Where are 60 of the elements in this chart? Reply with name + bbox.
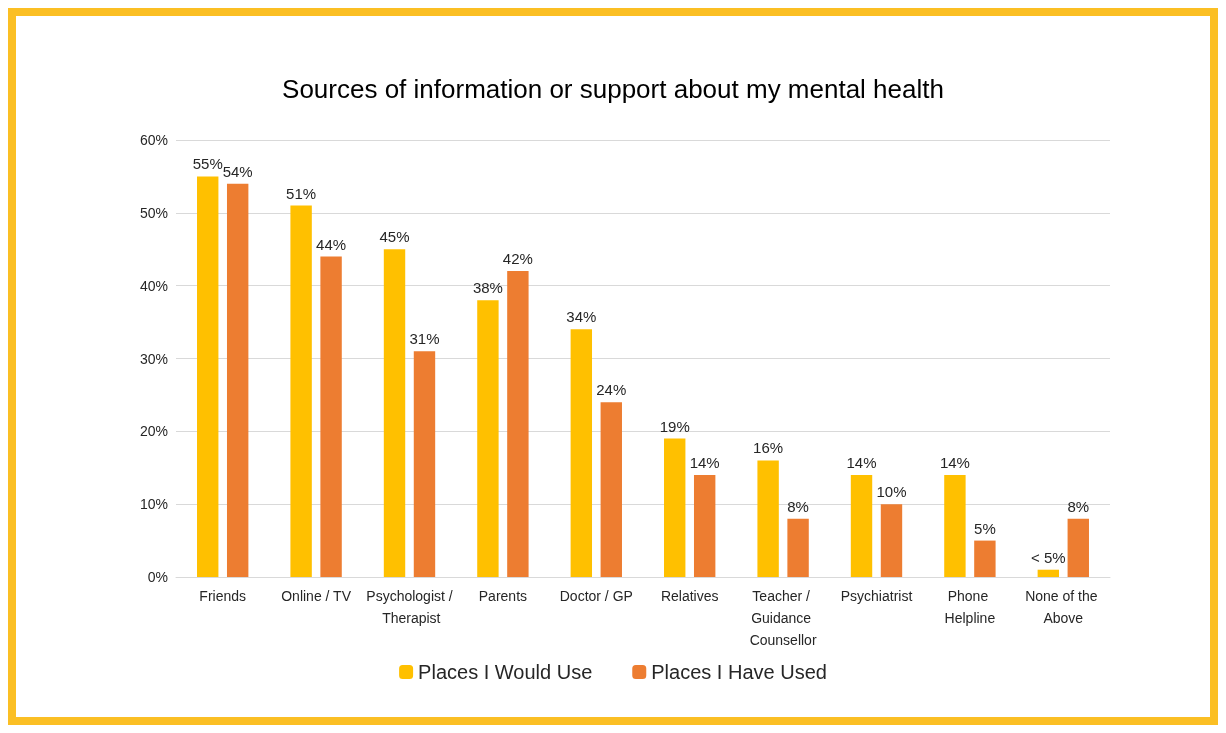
data-label: 55% [192,155,223,173]
data-label: 10% [876,483,907,501]
data-label: 14% [689,454,720,472]
bar [226,183,249,577]
data-label: 34% [566,308,597,326]
bar [850,475,873,577]
x-tick-label: None of the Above [1025,588,1102,626]
data-label: 14% [846,454,877,472]
x-tick-label: Online / TV [281,588,352,604]
x-tick-label: Phone Helpline [944,588,996,626]
x-tick-label: Parents [478,588,528,604]
data-label: 51% [286,184,317,202]
x-tick-label: Relatives [660,588,719,604]
data-label: 5% [974,519,996,537]
data-label: 44% [316,235,347,253]
data-label: 8% [787,497,809,515]
bar [320,256,342,577]
data-label: 8% [1067,497,1090,515]
bar [477,300,499,577]
data-label: 38% [472,279,503,297]
y-tick-label: 0% [147,569,168,585]
data-label: 24% [596,381,627,399]
data-label: 45% [379,228,410,246]
data-label: < 5% [1031,548,1066,566]
bar [974,540,996,577]
x-tick-label: Friends [199,588,247,604]
data-label: 19% [659,417,690,435]
data-label: 42% [502,250,533,268]
legend-label: Places I Would Use [418,661,593,683]
y-tick-label: 60% [139,132,168,148]
bar [383,249,406,577]
bar [1037,569,1060,577]
data-label: 16% [753,439,784,457]
bar [290,205,312,577]
chart-title: Sources of information or support about my mental health [282,74,944,104]
x-tick-label: Teacher / Guidance Counsellor [749,588,817,648]
legend-label: Places I Have Used [651,661,827,683]
y-tick-label: 20% [139,423,168,440]
bar [570,329,593,577]
bar [944,475,966,577]
y-tick-label: 10% [139,496,168,513]
bar [880,504,903,577]
bar [1067,518,1089,577]
y-tick-label: 30% [139,350,168,367]
data-label: 14% [939,454,970,472]
y-tick-label: 50% [139,204,168,221]
data-label: 31% [409,330,440,348]
bar [600,402,622,577]
bar [413,351,436,577]
bar [664,438,686,577]
x-tick-label: Psychologist / Therapist [366,588,453,626]
x-tick-label: Doctor / GP [559,588,633,604]
data-label: 54% [222,162,253,180]
y-tick-label: 40% [139,277,168,294]
bar [693,475,716,577]
x-tick-label: Psychiatrist [840,588,913,604]
bar [757,460,779,577]
bar [197,176,219,577]
bar [787,518,809,577]
bar [507,271,529,577]
